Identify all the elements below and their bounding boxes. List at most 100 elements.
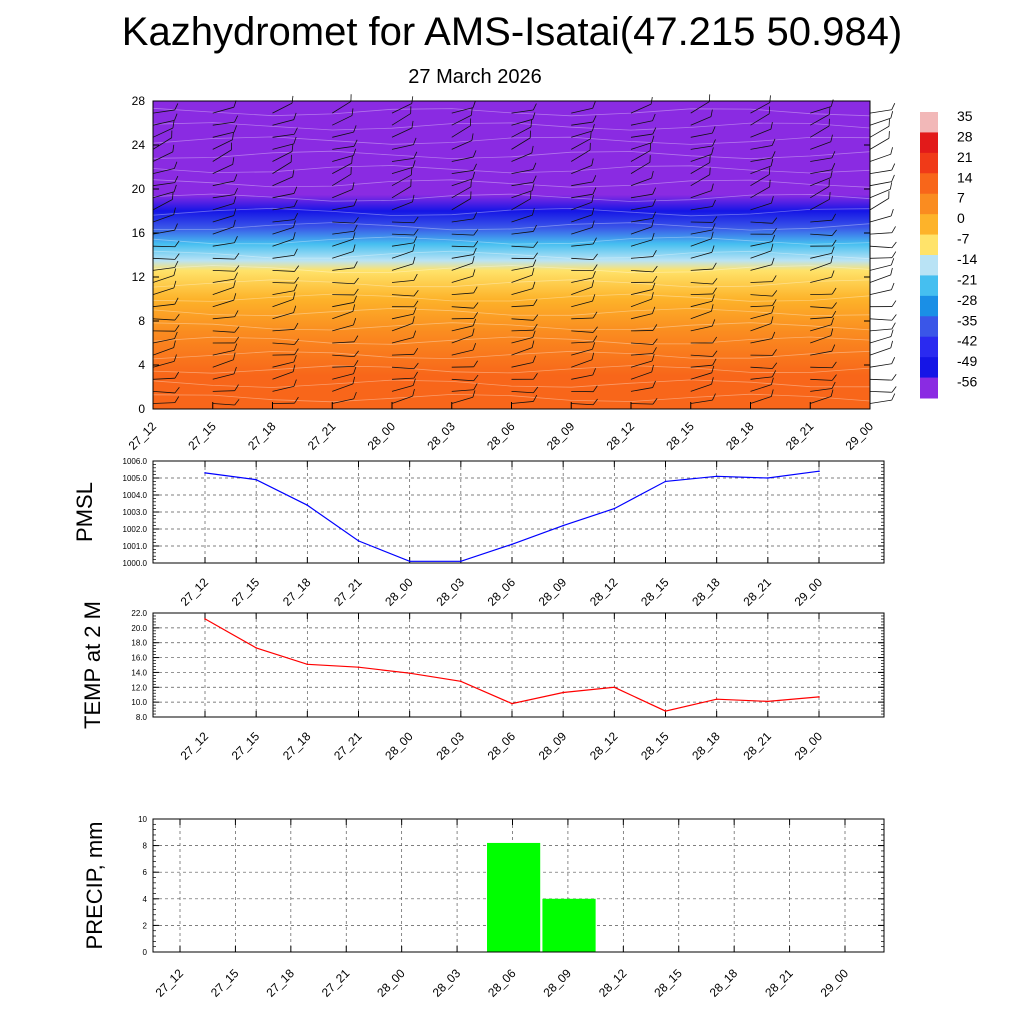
wind-barb-shaft bbox=[152, 318, 175, 321]
colorbar-label: -56 bbox=[957, 374, 977, 390]
wind-barb-shaft bbox=[750, 312, 772, 320]
wind-barb-shaft bbox=[451, 218, 474, 223]
wind-barb-feather bbox=[293, 186, 298, 194]
wind-barb-shaft bbox=[212, 403, 235, 406]
wind-barb-feather bbox=[592, 101, 596, 109]
wind-barb bbox=[750, 243, 774, 259]
wind-barb-feather bbox=[651, 354, 655, 362]
wind-barb-feather bbox=[592, 187, 597, 195]
wind-barb-shaft bbox=[272, 290, 295, 295]
wind-barb bbox=[212, 157, 235, 174]
wind-barb-feather bbox=[771, 151, 776, 159]
wind-barb-shaft bbox=[391, 263, 414, 271]
wind-barb bbox=[332, 318, 357, 332]
wind-barb-shaft bbox=[690, 282, 713, 285]
wind-barb bbox=[272, 213, 299, 223]
wind-barb-feather bbox=[828, 179, 830, 187]
wind-barb bbox=[630, 127, 657, 138]
wind-barb-feather bbox=[709, 155, 711, 163]
wind-barb-feather bbox=[473, 229, 479, 236]
wind-barb-shaft bbox=[212, 194, 235, 199]
wind-barb-feather bbox=[473, 247, 477, 255]
x-tick-label: 28_15 bbox=[651, 966, 685, 1000]
contour-line bbox=[152, 165, 871, 174]
wind-barb-shaft bbox=[511, 198, 531, 211]
wind-barb-shaft bbox=[391, 250, 413, 259]
wind-barb-shaft bbox=[810, 114, 830, 126]
wind-barb-feather bbox=[889, 182, 893, 190]
wind-barb-shaft bbox=[391, 337, 414, 344]
wind-barb bbox=[451, 343, 477, 356]
wind-barb-feather bbox=[592, 311, 598, 319]
wind-barb-shaft bbox=[571, 317, 594, 320]
wind-barb-feather bbox=[412, 244, 416, 252]
wind-barb-shaft bbox=[571, 107, 593, 114]
wind-barb bbox=[869, 356, 896, 368]
panel-frame bbox=[152, 818, 885, 953]
wind-barb bbox=[511, 259, 537, 271]
wind-barb-shaft bbox=[750, 165, 772, 174]
wind-barb bbox=[750, 275, 777, 283]
colorbar-label: -14 bbox=[957, 251, 977, 267]
wind-barb-shaft bbox=[571, 286, 593, 295]
wind-barb-feather bbox=[830, 170, 833, 178]
wind-barb-shaft bbox=[332, 302, 354, 308]
wind-barb bbox=[750, 370, 777, 380]
wind-barb-shaft bbox=[630, 193, 653, 199]
wind-barb-shaft bbox=[272, 328, 295, 332]
wind-barb bbox=[451, 312, 478, 320]
wind-barb bbox=[212, 352, 236, 368]
wind-barb-shaft bbox=[690, 162, 710, 174]
wind-barb-feather bbox=[353, 148, 357, 156]
wind-barb bbox=[272, 364, 296, 380]
data-point bbox=[613, 686, 616, 689]
wind-barb bbox=[690, 147, 714, 162]
wind-barb bbox=[451, 360, 478, 368]
y-tick-label: 20.0 bbox=[131, 624, 147, 633]
wind-barb bbox=[571, 280, 595, 295]
wind-barb-shaft bbox=[332, 373, 354, 380]
wind-barb-feather bbox=[352, 232, 356, 240]
colorbar-label: -28 bbox=[957, 292, 977, 308]
wind-barb-shaft bbox=[690, 174, 710, 187]
wind-barb-shaft bbox=[272, 176, 293, 187]
data-point bbox=[767, 477, 769, 479]
wind-barb bbox=[750, 228, 777, 235]
wind-barb-feather bbox=[233, 196, 237, 204]
wind-barb bbox=[810, 389, 834, 404]
wind-barb-shaft bbox=[810, 106, 832, 114]
wind-barb-feather bbox=[473, 212, 478, 220]
wind-barb-feather bbox=[711, 231, 714, 239]
wind-barb-shaft bbox=[391, 377, 414, 380]
wind-barb bbox=[750, 122, 773, 138]
wind-barb-shaft bbox=[272, 342, 295, 345]
wind-barb-feather bbox=[709, 94, 711, 102]
wind-barb-shaft bbox=[750, 338, 773, 344]
wind-barb-feather bbox=[173, 184, 177, 192]
wind-barb bbox=[869, 282, 895, 295]
wind-barb-feather bbox=[828, 118, 830, 127]
wind-barb-feather bbox=[472, 328, 475, 336]
wind-barb-shaft bbox=[750, 294, 773, 297]
data-point bbox=[664, 710, 667, 712]
wind-barb-feather bbox=[652, 113, 656, 121]
data-point bbox=[715, 475, 718, 478]
wind-barb bbox=[212, 343, 238, 356]
y-tick-label: 16 bbox=[132, 226, 146, 240]
wind-barb bbox=[869, 208, 894, 223]
wind-barb bbox=[212, 219, 236, 235]
wind-barb-feather bbox=[413, 289, 419, 297]
wind-barb bbox=[810, 134, 833, 150]
wind-barb-shaft bbox=[690, 251, 713, 259]
wind-barb-feather bbox=[473, 360, 478, 368]
y-tick-label: 12.0 bbox=[131, 683, 147, 692]
wind-barb-feather bbox=[831, 302, 837, 309]
wind-barb-shaft bbox=[571, 257, 594, 261]
wind-barb-shaft bbox=[869, 245, 892, 249]
wind-barb bbox=[750, 106, 770, 126]
x-tick-label: 27_21 bbox=[331, 575, 365, 609]
x-tick-label: 29_00 bbox=[792, 575, 826, 609]
wind-barb-feather bbox=[771, 331, 776, 339]
y-tick-label: 6 bbox=[143, 868, 148, 877]
